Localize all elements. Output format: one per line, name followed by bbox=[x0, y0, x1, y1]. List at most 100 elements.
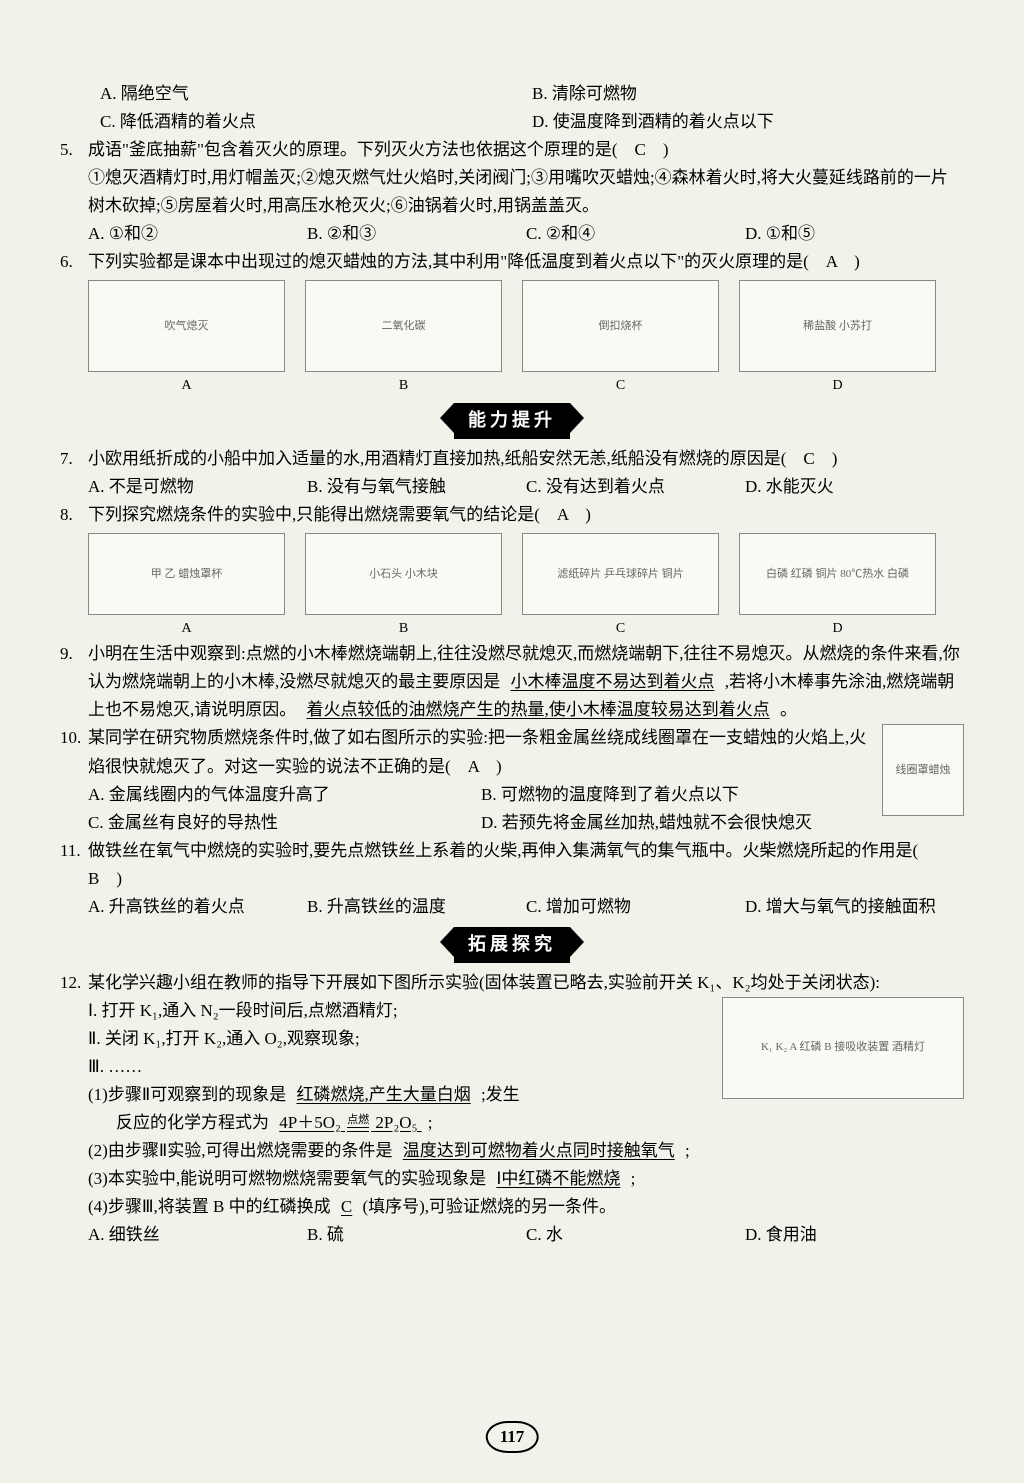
q12-sub1-eq-row: 反应的化学方程式为 4P＋5O₂ 点燃 2P₂O₅ ; bbox=[88, 1109, 964, 1137]
q9-ans1: 小木棒温度不易达到着火点 bbox=[505, 672, 721, 691]
q10-num: 10. bbox=[60, 724, 88, 836]
q11: 11. 做铁丝在氧气中燃烧的实验时,要先点燃铁丝上系着的火柴,再伸入集满氧气的集… bbox=[60, 837, 964, 893]
q10-figure: 线圈罩蜡烛 bbox=[882, 724, 964, 816]
q8-fig-d: 白磷 红磷 铜片 80℃热水 白磷 D bbox=[739, 533, 936, 640]
q9-body: 小明在生活中观察到:点燃的小木棒燃烧端朝上,往往没燃尽就熄灭,而燃烧端朝下,往往… bbox=[88, 640, 964, 724]
q11-stem: 做铁丝在氧气中燃烧的实验时,要先点燃铁丝上系着的火柴,再伸入集满氧气的集气瓶中。… bbox=[88, 837, 964, 893]
q12-sub2-a: (2)由步骤Ⅱ实验,可得出燃烧需要的条件是 bbox=[88, 1141, 392, 1160]
q6-fig-a-img: 吹气熄灭 bbox=[88, 280, 285, 372]
q12-eq-left: 4P＋5O₂ bbox=[279, 1113, 341, 1132]
q11-opt-c: C. 增加可燃物 bbox=[526, 893, 745, 921]
q7-opt-c: C. 没有达到着火点 bbox=[526, 473, 745, 501]
q6-label-b: B bbox=[305, 374, 502, 397]
q12-opt-b: B. 硫 bbox=[307, 1221, 526, 1249]
q7-options: A. 不是可燃物 B. 没有与氧气接触 C. 没有达到着火点 D. 水能灭火 bbox=[60, 473, 964, 501]
q12-sub4-a: (4)步骤Ⅲ,将装置 B 中的红磷换成 bbox=[88, 1197, 331, 1216]
q4-opt-a: A. 隔绝空气 bbox=[100, 80, 532, 108]
q6-fig-c: 倒扣烧杯 C bbox=[522, 280, 719, 397]
q5-stem: 成语"釜底抽薪"包含着灭火的原理。下列灭火方法也依据这个原理的是( C ) bbox=[88, 136, 964, 164]
q7-opt-a: A. 不是可燃物 bbox=[88, 473, 307, 501]
q8-fig-a: 甲 乙 蜡烛罩杯 A bbox=[88, 533, 285, 640]
q10-opt-c: C. 金属丝有良好的导热性 bbox=[88, 809, 481, 837]
q6-fig-b: 二氧化碳 B bbox=[305, 280, 502, 397]
q5-options: A. ①和② B. ②和③ C. ②和④ D. ①和⑤ bbox=[60, 220, 964, 248]
q4-options-row2: C. 降低酒精的着火点 D. 使温度降到酒精的着火点以下 bbox=[60, 108, 964, 136]
q6-fig-c-img: 倒扣烧杯 bbox=[522, 280, 719, 372]
q8-fig-d-img: 白磷 红磷 铜片 80℃热水 白磷 bbox=[739, 533, 936, 615]
q12-eq-top: 点燃 bbox=[347, 1115, 369, 1126]
q6-fig-d: 稀盐酸 小苏打 D bbox=[739, 280, 936, 397]
q5-num: 5. bbox=[60, 136, 88, 164]
q6-label-d: D bbox=[739, 374, 936, 397]
q5-opt-b: B. ②和③ bbox=[307, 220, 526, 248]
q12-sub2-ans: 温度达到可燃物着火点同时接触氧气 bbox=[397, 1141, 681, 1160]
q9-ans2: 着火点较低的油燃烧产生的热量,使小木棒温度较易达到着火点 bbox=[301, 700, 776, 719]
q6-stem: 下列实验都是课本中出现过的熄灭蜡烛的方法,其中利用"降低温度到着火点以下"的灭火… bbox=[88, 248, 964, 276]
q9-num: 9. bbox=[60, 640, 88, 724]
q12-sub3-b: ; bbox=[631, 1169, 636, 1188]
q12-sub2: (2)由步骤Ⅱ实验,可得出燃烧需要的条件是 温度达到可燃物着火点同时接触氧气 ; bbox=[88, 1137, 964, 1165]
q12-num: 12. bbox=[60, 969, 88, 1249]
q10-opt-a: A. 金属线圈内的气体温度升高了 bbox=[88, 781, 481, 809]
q6-diagrams: 吹气熄灭 A 二氧化碳 B 倒扣烧杯 C 稀盐酸 小苏打 D bbox=[60, 276, 964, 397]
q7-opt-b: B. 没有与氧气接触 bbox=[307, 473, 526, 501]
q8-fig-c: 滤纸碎片 乒乓球碎片 铜片 C bbox=[522, 533, 719, 640]
q8-label-c: C bbox=[522, 617, 719, 640]
q12-opt-d: D. 食用油 bbox=[745, 1221, 964, 1249]
q5-detail: ①熄灭酒精灯时,用灯帽盖灭;②熄灭燃气灶火焰时,关闭阀门;③用嘴吹灭蜡烛;④森林… bbox=[60, 164, 964, 220]
q10-opt-d: D. 若预先将金属丝加热,蜡烛就不会很快熄灭 bbox=[481, 809, 874, 837]
q10-body: 线圈罩蜡烛 某同学在研究物质燃烧条件时,做了如右图所示的实验:把一条粗金属丝绕成… bbox=[88, 724, 964, 836]
equals-icon bbox=[347, 1127, 369, 1132]
q12-sub2-b: ; bbox=[685, 1141, 690, 1160]
q6-label-c: C bbox=[522, 374, 719, 397]
q8-label-b: B bbox=[305, 617, 502, 640]
q12-figure: K₁ K₂ A 红磷 B 接吸收装置 酒精灯 bbox=[722, 997, 964, 1099]
q12-sub1-b: ;发生 bbox=[481, 1085, 520, 1104]
q12-eq-arrow: 点燃 bbox=[345, 1115, 371, 1133]
q12-sub3: (3)本实验中,能说明可燃物燃烧需要氧气的实验现象是 Ⅰ中红磷不能燃烧 ; bbox=[88, 1165, 964, 1193]
q6-fig-d-img: 稀盐酸 小苏打 bbox=[739, 280, 936, 372]
q12-sub4-b: (填序号),可验证燃烧的另一条件。 bbox=[362, 1197, 616, 1216]
q8-fig-b-img: 小石头 小木块 bbox=[305, 533, 502, 615]
q12-sub4-ans: C bbox=[335, 1197, 358, 1216]
q12-sub1-a: (1)步骤Ⅱ可观察到的现象是 bbox=[88, 1085, 286, 1104]
q4-opt-d: D. 使温度降到酒精的着火点以下 bbox=[532, 108, 964, 136]
q5-opt-c: C. ②和④ bbox=[526, 220, 745, 248]
q11-opt-b: B. 升高铁丝的温度 bbox=[307, 893, 526, 921]
q12: 12. 某化学兴趣小组在教师的指导下开展如下图所示实验(固体装置已略去,实验前开… bbox=[60, 969, 964, 1249]
q12-options: A. 细铁丝 B. 硫 C. 水 D. 食用油 bbox=[88, 1221, 964, 1249]
q8-num: 8. bbox=[60, 501, 88, 529]
q9-period: 。 bbox=[780, 700, 797, 719]
q12-sub3-ans: Ⅰ中红磷不能燃烧 bbox=[490, 1169, 626, 1188]
q4-options: A. 隔绝空气 B. 清除可燃物 bbox=[60, 80, 964, 108]
section-banner-explore: 拓展探究 bbox=[60, 927, 964, 963]
q12-opt-a: A. 细铁丝 bbox=[88, 1221, 307, 1249]
q8-fig-a-img: 甲 乙 蜡烛罩杯 bbox=[88, 533, 285, 615]
q6: 6. 下列实验都是课本中出现过的熄灭蜡烛的方法,其中利用"降低温度到着火点以下"… bbox=[60, 248, 964, 276]
q8-diagrams: 甲 乙 蜡烛罩杯 A 小石头 小木块 B 滤纸碎片 乒乓球碎片 铜片 C 白磷 … bbox=[60, 529, 964, 640]
q6-fig-b-img: 二氧化碳 bbox=[305, 280, 502, 372]
q12-eq-right: 2P₂O₅ bbox=[375, 1113, 417, 1132]
q10: 10. 线圈罩蜡烛 某同学在研究物质燃烧条件时,做了如右图所示的实验:把一条粗金… bbox=[60, 724, 964, 836]
q12-sub4: (4)步骤Ⅲ,将装置 B 中的红磷换成 C (填序号),可验证燃烧的另一条件。 bbox=[88, 1193, 964, 1221]
q11-num: 11. bbox=[60, 837, 88, 893]
q8-fig-c-img: 滤纸碎片 乒乓球碎片 铜片 bbox=[522, 533, 719, 615]
q10-opt-b: B. 可燃物的温度降到了着火点以下 bbox=[481, 781, 874, 809]
q7-num: 7. bbox=[60, 445, 88, 473]
q12-sub1-eq-a: 反应的化学方程式为 bbox=[116, 1113, 269, 1132]
q5: 5. 成语"釜底抽薪"包含着灭火的原理。下列灭火方法也依据这个原理的是( C ) bbox=[60, 136, 964, 164]
q8-stem: 下列探究燃烧条件的实验中,只能得出燃烧需要氧气的结论是( A ) bbox=[88, 501, 964, 529]
q12-sub1-ans: 红磷燃烧,产生大量白烟 bbox=[290, 1085, 476, 1104]
q12-sub1-c: ; bbox=[428, 1113, 433, 1132]
q7: 7. 小欧用纸折成的小船中加入适量的水,用酒精灯直接加热,纸船安然无恙,纸船没有… bbox=[60, 445, 964, 473]
q6-label-a: A bbox=[88, 374, 285, 397]
q8-fig-b: 小石头 小木块 B bbox=[305, 533, 502, 640]
q8: 8. 下列探究燃烧条件的实验中,只能得出燃烧需要氧气的结论是( A ) bbox=[60, 501, 964, 529]
page-number: 117 bbox=[486, 1421, 539, 1453]
exam-page: A. 隔绝空气 B. 清除可燃物 C. 降低酒精的着火点 D. 使温度降到酒精的… bbox=[0, 0, 1024, 1483]
q6-num: 6. bbox=[60, 248, 88, 276]
q10-stem: 某同学在研究物质燃烧条件时,做了如右图所示的实验:把一条粗金属丝绕成线圈罩在一支… bbox=[88, 728, 866, 775]
q8-label-a: A bbox=[88, 617, 285, 640]
q8-label-d: D bbox=[739, 617, 936, 640]
q6-fig-a: 吹气熄灭 A bbox=[88, 280, 285, 397]
